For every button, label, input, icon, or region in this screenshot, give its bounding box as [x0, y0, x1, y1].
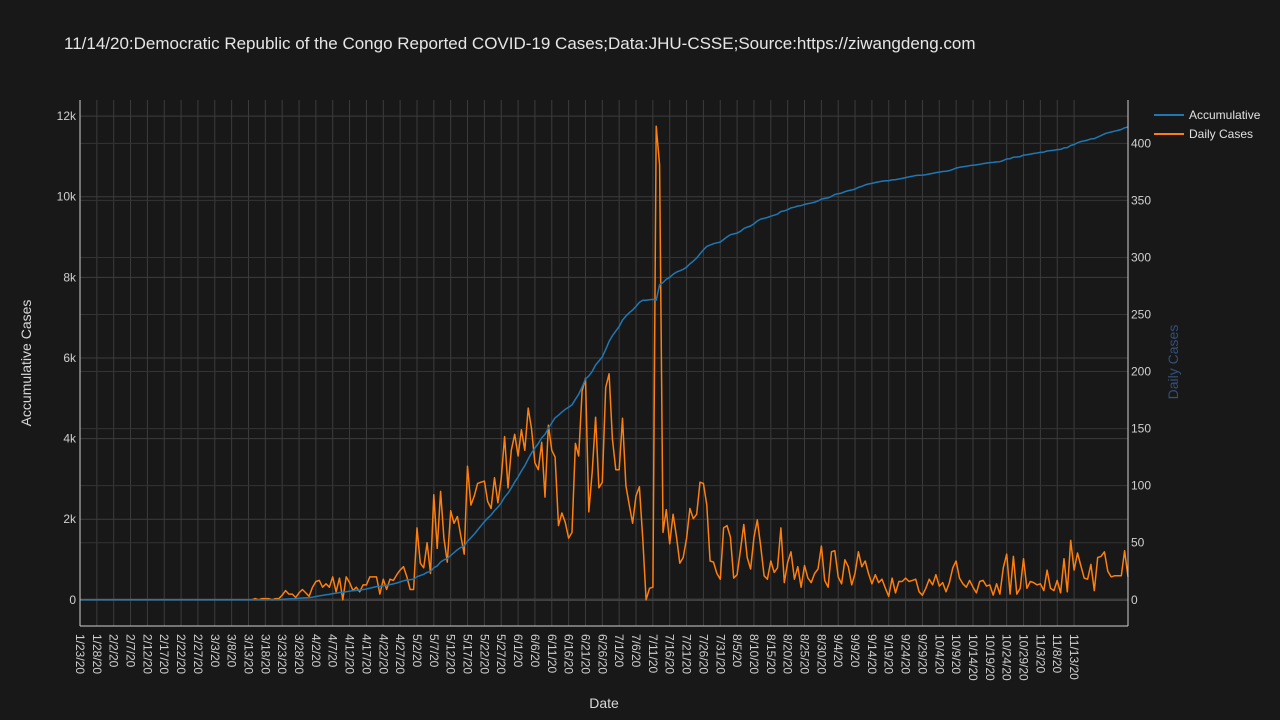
- x-tick-label: 7/26/20: [696, 634, 710, 674]
- x-tick-label: 5/22/20: [477, 634, 491, 674]
- x-tick-label: 1/28/20: [90, 634, 104, 674]
- x-tick-label: 5/17/20: [461, 634, 475, 674]
- x-tick-label: 8/5/20: [730, 634, 744, 668]
- y2-tick-label: 50: [1131, 536, 1145, 550]
- x-tick-label: 9/14/20: [865, 634, 879, 674]
- x-tick-label: 2/12/20: [140, 634, 154, 674]
- x-tick-label: 7/16/20: [663, 634, 677, 674]
- y2-tick-label: 350: [1131, 193, 1151, 207]
- x-tick-label: 10/29/20: [1017, 634, 1031, 681]
- legend-item-daily-cases-label: Daily Cases: [1189, 127, 1253, 141]
- x-tick-label: 8/30/20: [814, 634, 828, 674]
- y2-tick-label: 150: [1131, 422, 1151, 436]
- x-tick-label: 3/13/20: [241, 634, 255, 674]
- x-tick-label: 11/8/20: [1050, 634, 1064, 673]
- x-tick-label: 4/27/20: [393, 634, 407, 674]
- x-tick-label: 6/26/20: [595, 634, 609, 674]
- x-tick-label: 1/23/20: [73, 634, 87, 674]
- legend-item-accumulative-label: Accumulative: [1189, 108, 1261, 122]
- x-tick-label: 8/25/20: [798, 634, 812, 674]
- x-tick-label: 6/11/20: [545, 634, 559, 673]
- x-tick-label: 7/21/20: [680, 634, 694, 674]
- x-tick-label: 4/12/20: [343, 634, 357, 674]
- x-tick-label: 10/4/20: [932, 634, 946, 674]
- x-tick-label: 4/2/20: [309, 634, 323, 668]
- y-axis-title: Accumulative Cases: [18, 300, 34, 427]
- axes: 0 2k 4k 6k 8k 10k 12k 0 50 100 150 200 250 300 350 400 1…: [18, 100, 1181, 711]
- x-tick-label: 10/24/20: [1000, 634, 1014, 681]
- y-tick-label: 2k: [63, 512, 77, 526]
- y2-tick-label: 400: [1131, 136, 1151, 150]
- x-tick-label: 5/12/20: [444, 634, 458, 674]
- x-tick-label: 9/24/20: [899, 634, 913, 674]
- x-tick-label: 11/3/20: [1033, 634, 1047, 673]
- x-tick-label: 10/14/20: [966, 634, 980, 681]
- y2-axis-title: Daily Cases: [1165, 325, 1181, 400]
- x-tick-label: 5/2/20: [410, 634, 424, 668]
- x-tick-label: 4/17/20: [359, 634, 373, 674]
- x-tick-label: 2/7/20: [124, 634, 138, 668]
- x-tick-label: 2/17/20: [157, 634, 171, 674]
- daily-cases-line: [80, 125, 1129, 601]
- x-tick-label: 5/27/20: [494, 634, 508, 674]
- x-tick-label: 3/3/20: [208, 634, 222, 668]
- y-tick-label: 0: [69, 593, 76, 607]
- y-tick-label: 8k: [63, 270, 77, 284]
- series-layer: [80, 125, 1129, 601]
- y2-tick-label: 200: [1131, 365, 1151, 379]
- x-axis-title: Date: [589, 695, 619, 711]
- x-tick-label: 8/10/20: [747, 634, 761, 674]
- legend: Accumulative Daily Cases: [1154, 108, 1261, 141]
- x-tick-label: 9/4/20: [831, 634, 845, 668]
- y-tick-label: 10k: [57, 190, 77, 204]
- x-tick-label: 3/23/20: [275, 634, 289, 674]
- x-tick-label: 4/22/20: [376, 634, 390, 674]
- y2-tick-label: 100: [1131, 479, 1151, 493]
- x-tick-label: 6/1/20: [511, 634, 525, 668]
- x-tick-label: 9/19/20: [882, 634, 896, 674]
- chart-title: 11/14/20:Democratic Republic of the Cong…: [64, 34, 976, 53]
- x-tick-label: 9/29/20: [915, 634, 929, 674]
- x-tick-label: 10/19/20: [983, 634, 997, 681]
- x-tick-label: 7/31/20: [713, 634, 727, 674]
- x-tick-label: 2/2/20: [107, 634, 121, 668]
- accumulative-line: [80, 126, 1129, 601]
- x-tick-label: 6/21/20: [578, 634, 592, 674]
- y-tick-label: 4k: [63, 432, 77, 446]
- x-tick-label: 7/11/20: [646, 634, 660, 673]
- x-tick-label: 3/8/20: [225, 634, 239, 668]
- x-tick-label: 7/1/20: [612, 634, 626, 668]
- x-tick-label: 4/7/20: [326, 634, 340, 668]
- y-tick-label: 12k: [57, 109, 77, 123]
- y-tick-label: 6k: [63, 351, 77, 365]
- x-tick-label: 2/27/20: [191, 634, 205, 674]
- x-tick-label: 5/7/20: [427, 634, 441, 668]
- x-tick-label: 9/9/20: [848, 634, 862, 668]
- x-tick-label: 2/22/20: [174, 634, 188, 674]
- x-tick-label: 10/9/20: [949, 634, 963, 674]
- x-tick-label: 3/18/20: [258, 634, 272, 674]
- x-tick-label: 6/6/20: [528, 634, 542, 668]
- x-tick-label: 8/20/20: [781, 634, 795, 674]
- x-tick-label: 3/28/20: [292, 634, 306, 674]
- y2-tick-label: 0: [1131, 593, 1138, 607]
- x-tick-label: 6/16/20: [562, 634, 576, 674]
- x-tick-label: 7/6/20: [629, 634, 643, 668]
- y2-tick-label: 300: [1131, 250, 1151, 264]
- x-tick-label: 8/15/20: [764, 634, 778, 674]
- grid-lines: [79, 100, 1128, 626]
- x-tick-label: 11/13/20: [1067, 634, 1081, 680]
- y2-tick-label: 250: [1131, 308, 1151, 322]
